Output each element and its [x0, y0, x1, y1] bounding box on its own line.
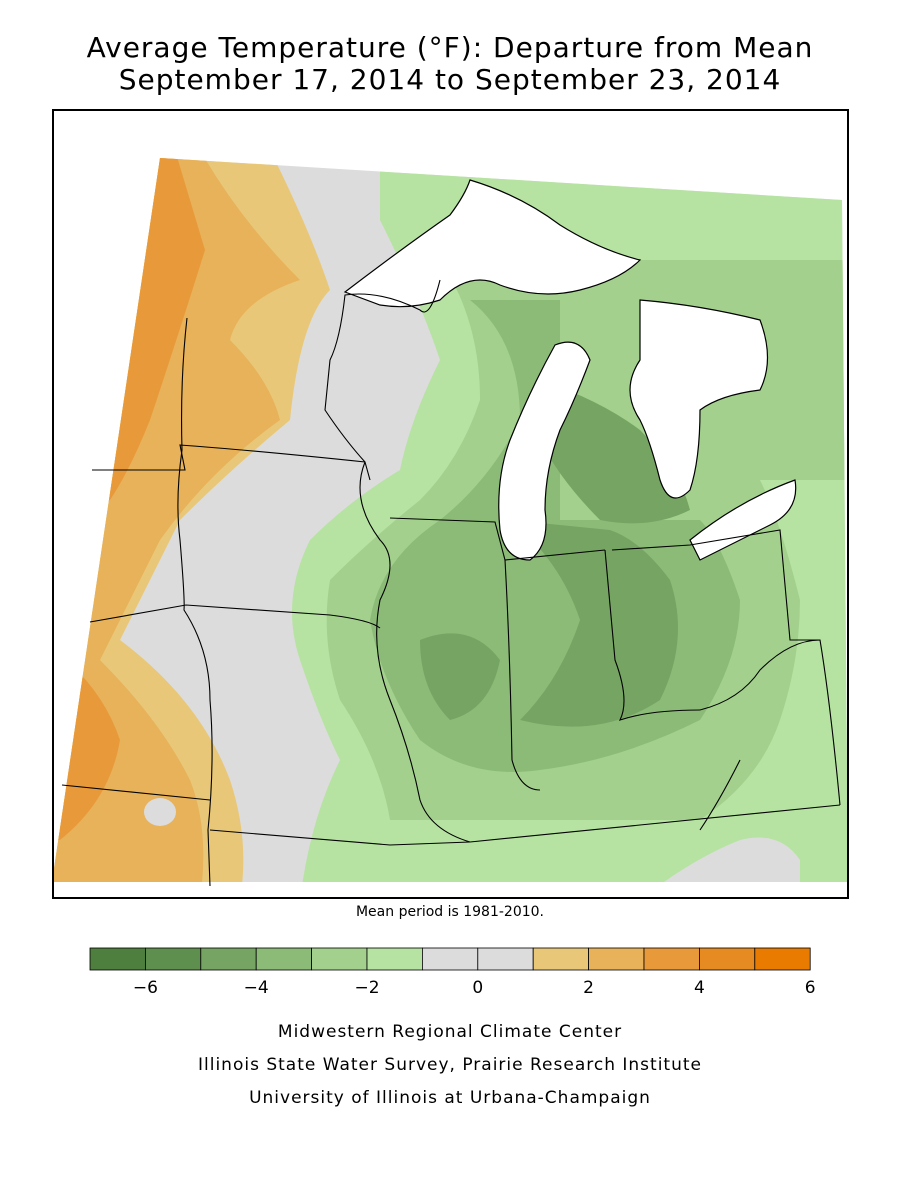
color-legend — [89, 947, 811, 971]
legend-ticks: −6 −4 −2 0 2 4 6 — [133, 978, 816, 998]
legend-tick-label: −2 — [354, 978, 379, 998]
legend-swatch — [311, 947, 368, 971]
legend-swatch — [699, 947, 756, 971]
map-title: Average Temperature (°F): Departure from… — [86, 31, 814, 64]
map-date-range: September 17, 2014 to September 23, 2014 — [118, 63, 782, 96]
legend-swatch — [532, 947, 590, 971]
legend-swatch — [643, 947, 700, 971]
map-frame — [52, 109, 849, 899]
credit-line-3: University of Illinois at Urbana-Champai… — [249, 1088, 651, 1108]
legend-swatch — [144, 947, 202, 971]
lake-michigan — [498, 341, 591, 561]
credit-line-2: Illinois State Water Survey, Prairie Res… — [198, 1055, 702, 1075]
lake-superior — [343, 179, 642, 308]
lake-erie — [689, 479, 797, 561]
mean-period-note: Mean period is 1981-2010. — [355, 904, 545, 920]
legend-swatch — [754, 947, 811, 971]
legend-swatch — [255, 947, 313, 971]
legend-swatch — [421, 947, 479, 971]
credit-line-1: Midwestern Regional Climate Center — [277, 1022, 623, 1042]
legend-tick-label: 0 — [472, 978, 483, 998]
lake-huron — [629, 299, 769, 499]
legend-swatch — [477, 947, 534, 971]
legend-tick-label: −6 — [133, 978, 158, 998]
legend-swatch — [89, 947, 146, 971]
legend-tick-label: −4 — [244, 978, 269, 998]
legend-swatch — [200, 947, 257, 971]
great-lakes — [343, 179, 797, 561]
legend-tick-label: 4 — [694, 978, 705, 998]
legend-tick-label: 6 — [805, 978, 816, 998]
state-boundaries — [61, 279, 841, 887]
legend-swatch — [366, 947, 423, 971]
legend-tick-label: 2 — [583, 978, 594, 998]
legend-swatch — [588, 947, 645, 971]
